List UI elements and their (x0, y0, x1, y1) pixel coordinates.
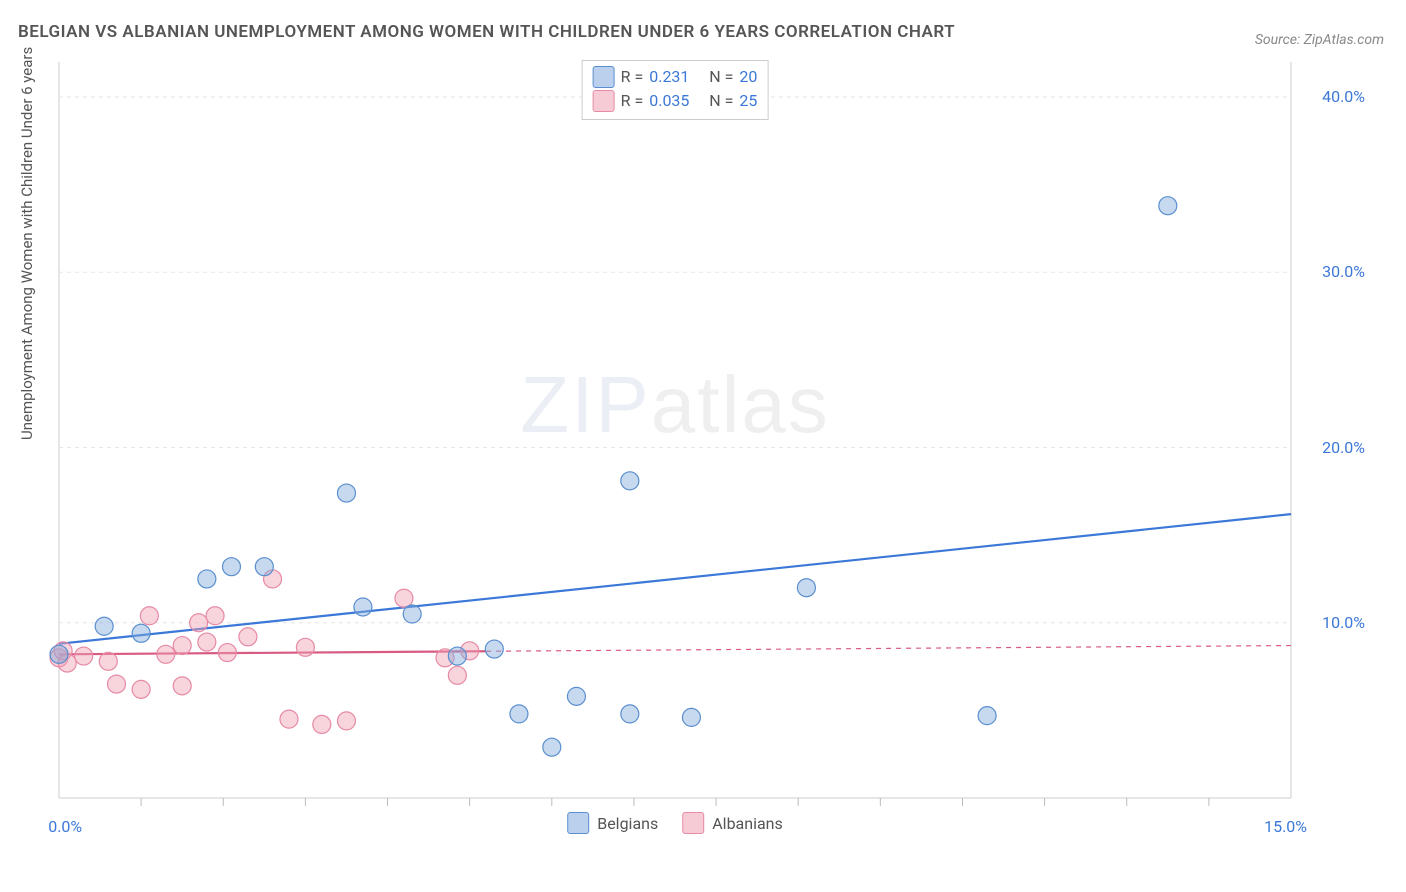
y-tick-label: 20.0% (1305, 438, 1365, 457)
swatch-icon (682, 812, 704, 834)
r-value: 0.035 (649, 89, 703, 113)
x-axis-min-label: 0.0% (48, 817, 82, 836)
series-legend: Belgians Albanians (567, 812, 783, 834)
y-tick-label: 10.0% (1305, 613, 1365, 632)
legend-label: Belgians (597, 814, 658, 833)
n-value: 25 (739, 89, 757, 113)
swatch-icon (593, 66, 615, 88)
n-label: N = (709, 89, 733, 113)
legend-row-albanians: R = 0.035 N = 25 (593, 89, 758, 113)
legend-label: Albanians (712, 814, 783, 833)
y-axis-label: Unemployment Among Women with Children U… (18, 47, 36, 440)
source-attribution: Source: ZipAtlas.com (1255, 32, 1384, 48)
chart-container: BELGIAN VS ALBANIAN UNEMPLOYMENT AMONG W… (0, 0, 1406, 892)
r-label: R = (621, 89, 644, 113)
chart-title: BELGIAN VS ALBANIAN UNEMPLOYMENT AMONG W… (18, 22, 955, 42)
legend-item-albanians: Albanians (682, 812, 783, 834)
legend-row-belgians: R = 0.231 N = 20 (593, 65, 758, 89)
r-value: 0.231 (649, 65, 703, 89)
source-name: ZipAtlas.com (1304, 32, 1384, 48)
y-tick-label: 40.0% (1305, 87, 1365, 106)
swatch-icon (567, 812, 589, 834)
x-axis-max-label: 15.0% (1264, 817, 1307, 836)
correlation-legend: R = 0.231 N = 20 R = 0.035 N = 25 (582, 60, 769, 120)
y-tick-label: 30.0% (1305, 262, 1365, 281)
r-label: R = (621, 65, 644, 89)
swatch-icon (593, 90, 615, 112)
n-value: 20 (739, 65, 757, 89)
legend-item-belgians: Belgians (567, 812, 658, 834)
n-label: N = (709, 65, 733, 89)
plot-area: ZIPatlas R = 0.231 N = 20 R = 0.035 N = … (55, 58, 1295, 828)
chart-svg (55, 58, 1295, 828)
source-label: Source: (1255, 32, 1304, 48)
